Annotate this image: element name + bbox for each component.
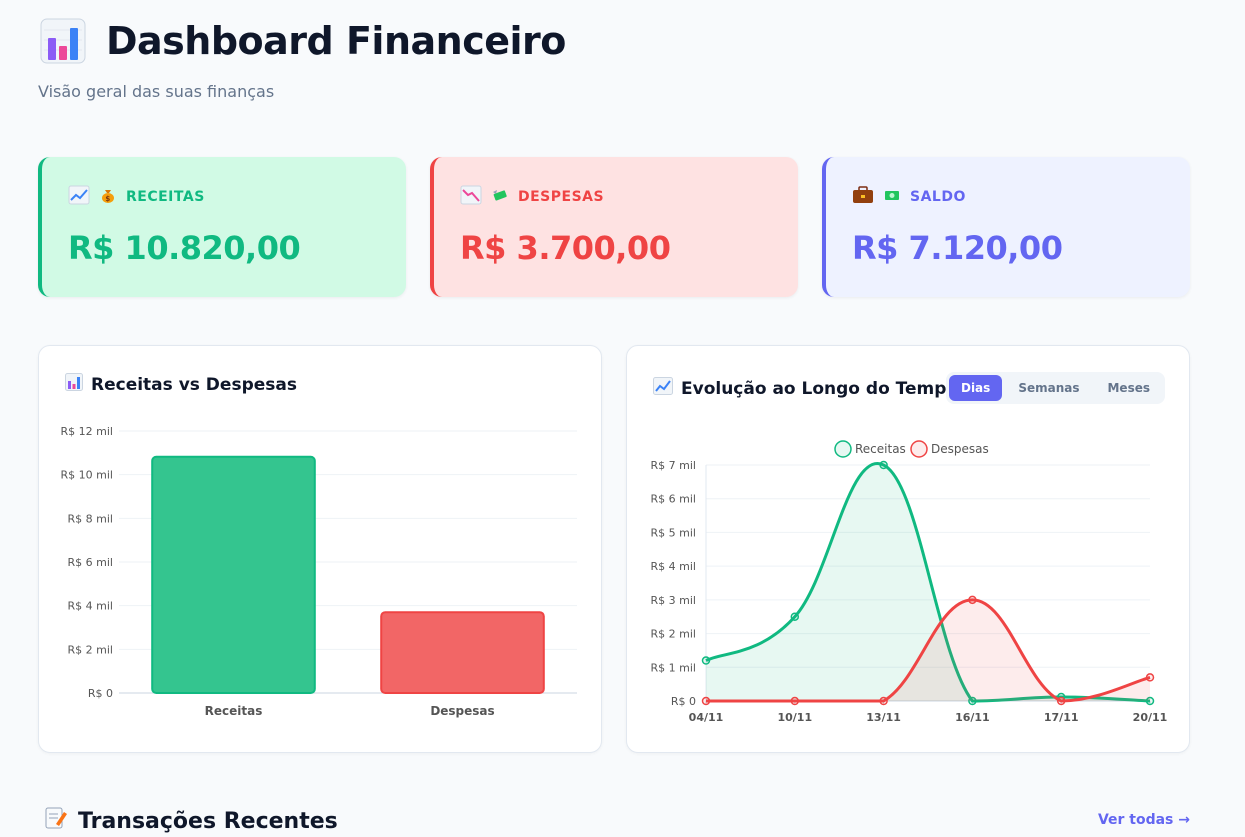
y-tick-label: R$ 0 [671, 695, 696, 708]
section-title: Transações Recentes [78, 808, 338, 834]
y-tick-label: R$ 5 mil [651, 526, 696, 539]
transactions-title: Transações Recentes [44, 806, 338, 836]
view-all-link[interactable]: Ver todas → [1097, 812, 1190, 828]
data-point [790, 696, 800, 706]
money-wings-icon [492, 187, 508, 207]
chart-up-icon [68, 185, 90, 209]
line-chart-panel: Evolução ao Longo do Tempo Dias Semanas … [626, 345, 1190, 753]
y-tick-label: R$ 7 mil [651, 459, 696, 472]
banknote-icon [884, 187, 900, 207]
bar-chart-icon [40, 18, 86, 64]
legend-label: Receitas [855, 442, 906, 456]
header: Dashboard Financeiro Visão geral das sua… [38, 18, 566, 101]
svg-text:$: $ [105, 195, 110, 203]
card-label: RECEITAS [126, 189, 205, 205]
y-tick-label: R$ 4 mil [651, 560, 696, 573]
legend-label: Despesas [931, 442, 989, 456]
data-point [968, 696, 977, 706]
data-point [1145, 696, 1155, 706]
card-label: DESPESAS [518, 189, 605, 205]
x-tick-label: 10/11 [777, 711, 812, 724]
series-line [706, 598, 1151, 703]
card-saldo: SALDO R$ 7.120,00 [822, 157, 1190, 297]
legend-marker [834, 440, 852, 458]
memo-icon [44, 806, 68, 836]
tab-dias[interactable]: Dias [948, 375, 1003, 401]
x-tick-label: Despesas [430, 704, 494, 718]
card-value: R$ 7.120,00 [852, 229, 1063, 267]
y-tick-label: R$ 1 mil [651, 661, 696, 674]
y-tick-label: R$ 2 mil [651, 628, 696, 641]
bar-chart: R$ 0 R$ 2 mil R$ 4 mil R$ 6 mil R$ 8 mil R$ 1… [61, 425, 577, 718]
page-subtitle: Visão geral das suas finanças [38, 82, 275, 101]
bar-chart-icon [65, 373, 83, 396]
y-tick-label: R$ 6 mil [651, 493, 696, 506]
bar-chart-panel: Receitas vs Despesas R$ 0 R$ 2 mil R$ 4 mi… [38, 345, 602, 753]
y-tick-label: R$ 2 mil [68, 643, 113, 656]
data-point [790, 612, 800, 621]
data-point [968, 595, 977, 605]
chart-down-icon [460, 185, 482, 209]
tab-meses[interactable]: Meses [1107, 381, 1150, 395]
y-tick-label: R$ 3 mil [651, 594, 696, 607]
series-area [706, 463, 1150, 701]
x-tick-label: 13/11 [866, 711, 901, 724]
x-tick-label: 04/11 [689, 711, 724, 724]
x-tick-label: 17/11 [1044, 711, 1079, 724]
briefcase-icon [852, 185, 874, 209]
period-tabs: Dias Semanas Meses [945, 372, 1165, 404]
y-tick-label: R$ 8 mil [68, 512, 113, 525]
series-area [706, 599, 1150, 701]
data-point [879, 696, 888, 706]
data-point [701, 656, 711, 665]
y-tick-label: R$ 0 [88, 687, 113, 700]
panel-title: Evolução ao Longo do Tempo [681, 378, 959, 399]
x-tick-label: 16/11 [955, 711, 990, 724]
y-tick-label: R$ 6 mil [68, 556, 113, 569]
panel-title: Receitas vs Despesas [91, 374, 297, 395]
card-despesas: DESPESAS R$ 3.700,00 [430, 157, 798, 297]
y-tick-label: R$ 12 mil [61, 425, 113, 438]
line-chart: R$ 0 R$ 1 mil R$ 2 mil R$ 3 mil R$ 4 mil R$ 5… [651, 440, 1168, 724]
bar [380, 611, 545, 695]
card-value: R$ 3.700,00 [460, 229, 671, 267]
card-receitas: $ RECEITAS R$ 10.820,00 [38, 157, 406, 297]
chart-up-icon [653, 377, 673, 400]
x-tick-label: Receitas [205, 704, 263, 718]
x-tick-label: 20/11 [1133, 711, 1168, 724]
data-point [1056, 696, 1066, 706]
data-point [701, 696, 711, 706]
money-bag-icon: $ [100, 187, 116, 207]
tab-semanas[interactable]: Semanas [1018, 381, 1080, 395]
page-title: Dashboard Financeiro [106, 19, 566, 63]
bar [151, 455, 316, 694]
y-tick-label: R$ 10 mil [61, 469, 113, 482]
legend-marker [910, 440, 928, 458]
data-point [1145, 673, 1155, 682]
card-value: R$ 10.820,00 [68, 229, 301, 267]
data-point [879, 460, 888, 470]
y-tick-label: R$ 4 mil [68, 600, 113, 613]
card-label: SALDO [910, 189, 966, 205]
